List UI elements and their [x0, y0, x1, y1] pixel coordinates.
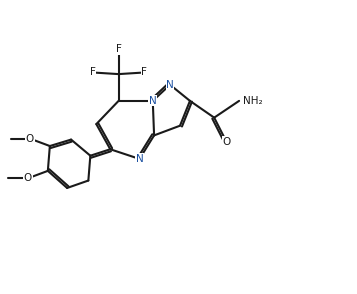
- Text: N: N: [166, 80, 174, 90]
- Text: N: N: [149, 96, 157, 106]
- Text: F: F: [116, 44, 121, 54]
- Text: O: O: [24, 173, 32, 183]
- Text: O: O: [26, 133, 34, 143]
- Text: N: N: [136, 154, 144, 164]
- Text: NH₂: NH₂: [243, 96, 263, 106]
- Text: O: O: [222, 137, 231, 147]
- Text: F: F: [90, 68, 96, 78]
- Text: F: F: [141, 68, 147, 78]
